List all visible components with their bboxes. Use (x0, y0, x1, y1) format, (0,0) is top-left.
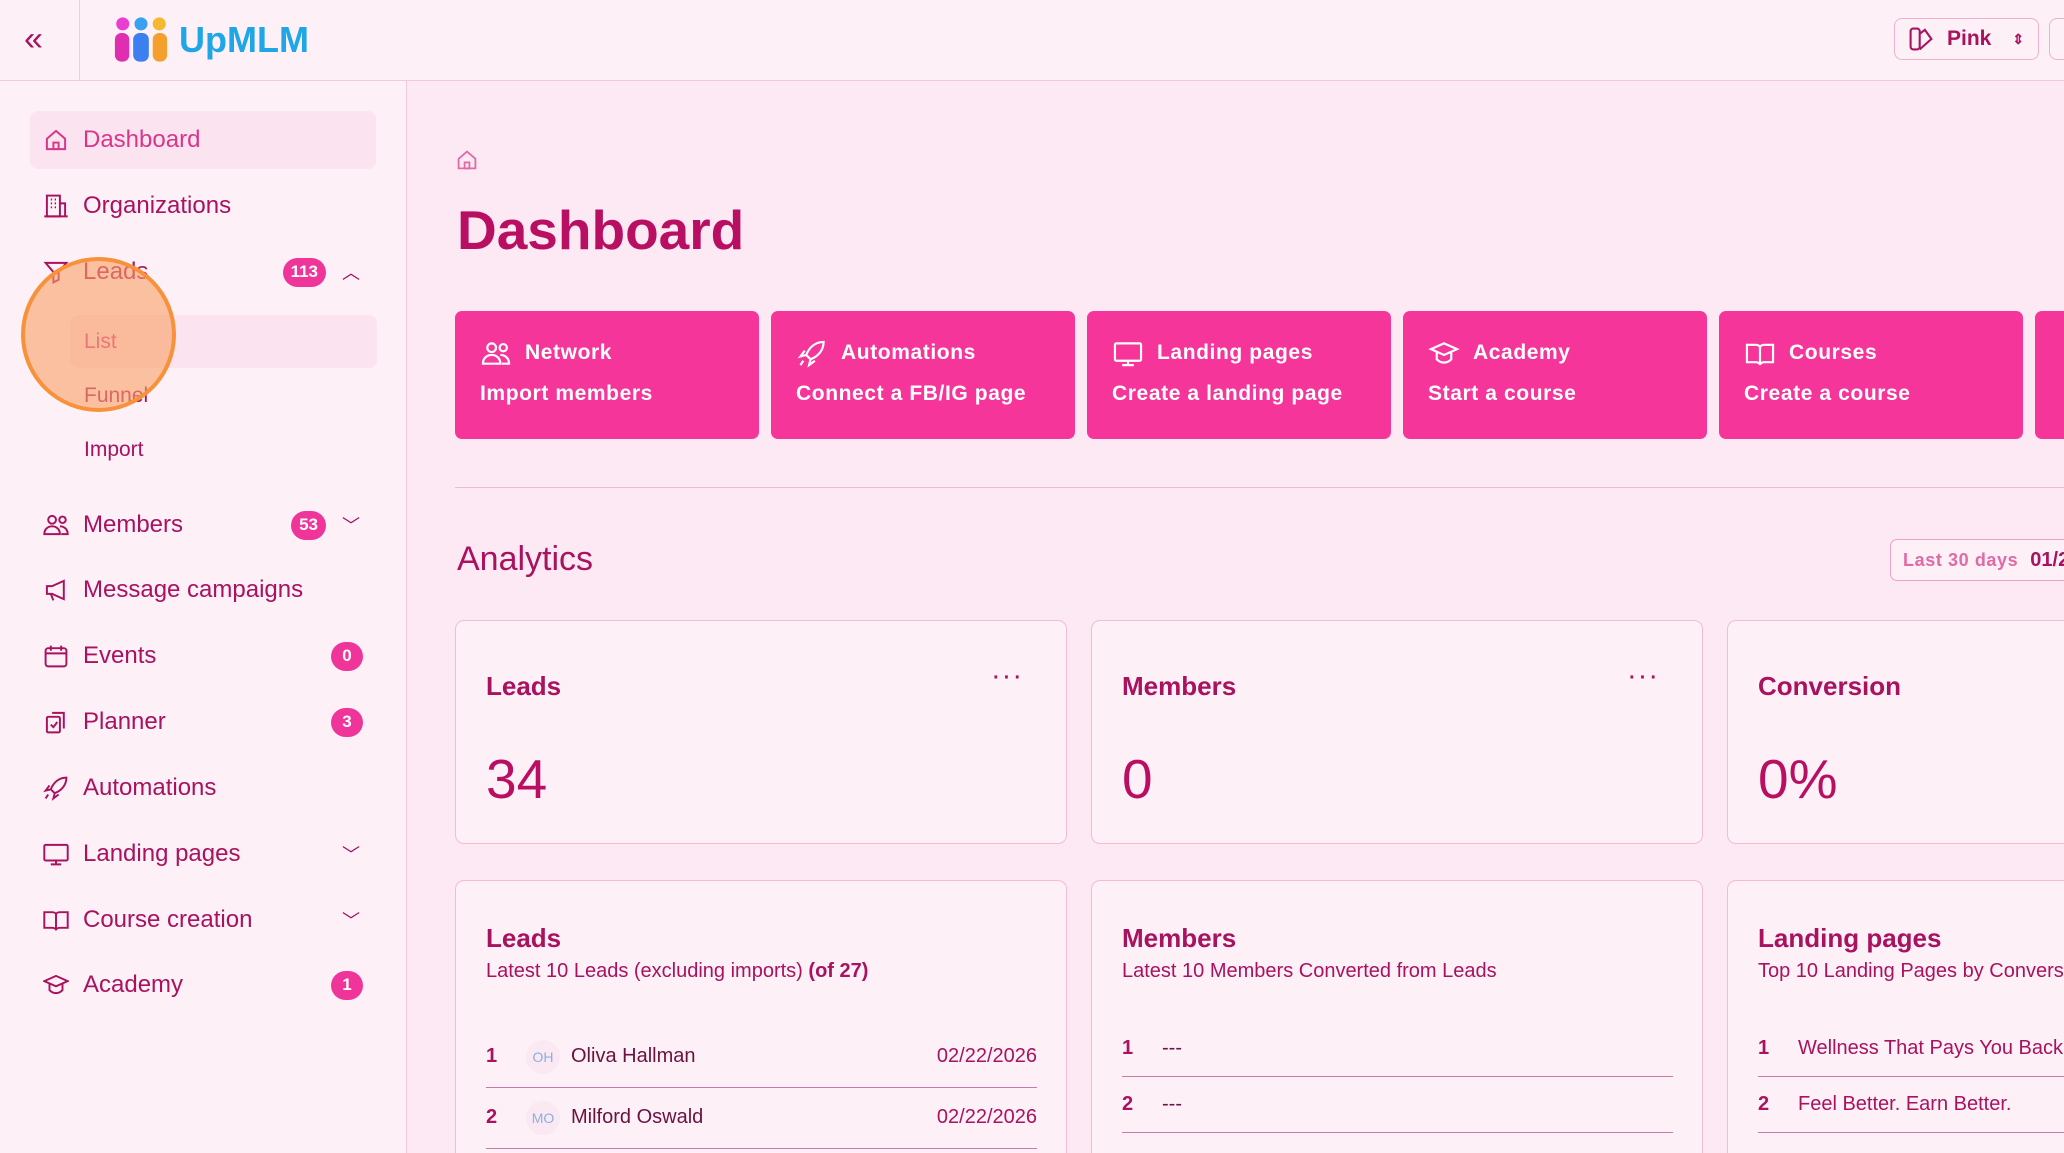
more-options-icon[interactable]: ··· (1627, 660, 1659, 692)
tile-courses[interactable]: Courses Create a course (1719, 311, 2023, 439)
list-item: 2 --- (1122, 1077, 1673, 1133)
stat-card-leads: Leads ··· 34 (455, 620, 1067, 844)
academy-count-badge: 1 (331, 970, 363, 1000)
users-icon (43, 512, 69, 538)
divider (79, 0, 80, 80)
sidebar-item-academy[interactable]: Academy 1 (30, 956, 376, 1014)
sidebar-item-organizations[interactable]: Organizations (30, 177, 376, 235)
rocket-icon (797, 340, 825, 368)
list-card-leads: Leads Latest 10 Leads (excluding imports… (455, 880, 1067, 1153)
sidebar-item-dashboard[interactable]: Dashboard (30, 111, 376, 169)
chevron-down-icon[interactable]: ﹀ (342, 516, 360, 536)
list-item: 1 --- (1122, 1021, 1673, 1077)
sidebar-item-course-creation[interactable]: Course creation ﹀ (30, 891, 376, 949)
stat-card-members: Members ··· 0 (1091, 620, 1703, 844)
breadcrumb-home-icon[interactable] (455, 148, 479, 177)
avatar: MO (526, 1100, 560, 1135)
planner-count-badge: 3 (331, 707, 363, 737)
list-item[interactable]: 2 MO Milford Oswald 02/22/2026 (486, 1087, 1037, 1149)
sidebar-item-members[interactable]: Members 53 ﹀ (30, 496, 376, 554)
list-item[interactable]: 2 Feel Better. Earn Better. (1758, 1077, 2064, 1133)
sidebar-item-landing-pages[interactable]: Landing pages ﹀ (30, 825, 376, 883)
graduation-cap-icon (1428, 341, 1460, 364)
chevron-up-icon[interactable]: ︿ (342, 263, 360, 283)
logo-text: UpMLM (179, 18, 309, 60)
top-bar: « UpMLM Pink ⇕ (0, 0, 2064, 81)
sidebar-item-leads[interactable]: Leads 113 ︿ (30, 243, 376, 301)
logo[interactable]: UpMLM (111, 16, 309, 63)
users-icon (481, 341, 511, 365)
monitor-icon (43, 841, 69, 867)
list-item[interactable]: 1 OH Oliva Hallman 02/22/2026 (486, 1026, 1037, 1088)
divider (455, 487, 2064, 488)
tile-automations[interactable]: Automations Connect a FB/IG page (771, 311, 1075, 439)
monitor-icon (1113, 341, 1143, 366)
clipboard-check-icon (43, 709, 69, 735)
tile-landing-pages[interactable]: Landing pages Create a landing page (1087, 311, 1391, 439)
sidebar-subitem-list[interactable]: List (70, 315, 377, 368)
leads-count-badge: 113 (282, 257, 326, 287)
members-count-badge: 53 (291, 510, 326, 540)
tile-more[interactable] (2035, 311, 2064, 439)
sidebar-subitem-import[interactable]: Import (84, 437, 144, 461)
chevron-down-icon[interactable]: ﹀ (342, 845, 360, 865)
tile-network[interactable]: Network Import members (455, 311, 759, 439)
building-icon (43, 193, 69, 219)
chevron-down-icon[interactable]: ﹀ (342, 911, 360, 931)
sidebar: Dashboard Organizations Leads 113 ︿ List… (0, 81, 407, 1153)
topbar-button[interactable] (2049, 18, 2064, 60)
theme-selector[interactable]: Pink ⇕ (1894, 18, 2039, 60)
stat-card-conversion: Conversion 0% (1727, 620, 2064, 844)
main-content: Dashboard Network Import members Automat… (408, 82, 2064, 1153)
chevron-up-down-icon: ⇕ (2012, 30, 2025, 47)
sidebar-item-events[interactable]: Events 0 (30, 627, 376, 685)
logo-icon (114, 17, 168, 62)
list-card-members: Members Latest 10 Members Converted from… (1091, 880, 1703, 1153)
rocket-icon (43, 775, 69, 801)
funnel-icon (43, 259, 69, 285)
more-options-icon[interactable]: ··· (991, 660, 1023, 692)
date-range-picker[interactable]: Last 30 days 01/2 (1890, 539, 2064, 581)
page-title: Dashboard (457, 199, 745, 261)
sidebar-item-message-campaigns[interactable]: Message campaigns (30, 561, 376, 619)
calendar-icon (43, 643, 69, 669)
palette-icon (1909, 27, 1933, 51)
sidebar-item-automations[interactable]: Automations (30, 759, 376, 817)
collapse-sidebar-button[interactable]: « (24, 20, 43, 58)
home-icon (43, 127, 69, 153)
sidebar-item-planner[interactable]: Planner 3 (30, 693, 376, 751)
theme-label: Pink (1947, 27, 1992, 50)
list-card-landing-pages: Landing pages Top 10 Landing Pages by Co… (1727, 880, 2064, 1153)
events-count-badge: 0 (331, 641, 363, 671)
tile-academy[interactable]: Academy Start a course (1403, 311, 1707, 439)
book-icon (1745, 343, 1775, 365)
avatar: OH (526, 1039, 560, 1074)
analytics-heading: Analytics (457, 540, 594, 578)
megaphone-icon (43, 577, 69, 603)
sidebar-subitem-funnel[interactable]: Funnel (84, 383, 149, 407)
graduation-cap-icon (43, 972, 69, 998)
list-item[interactable]: 1 Wellness That Pays You Back (1758, 1021, 2064, 1077)
book-icon (43, 907, 69, 933)
